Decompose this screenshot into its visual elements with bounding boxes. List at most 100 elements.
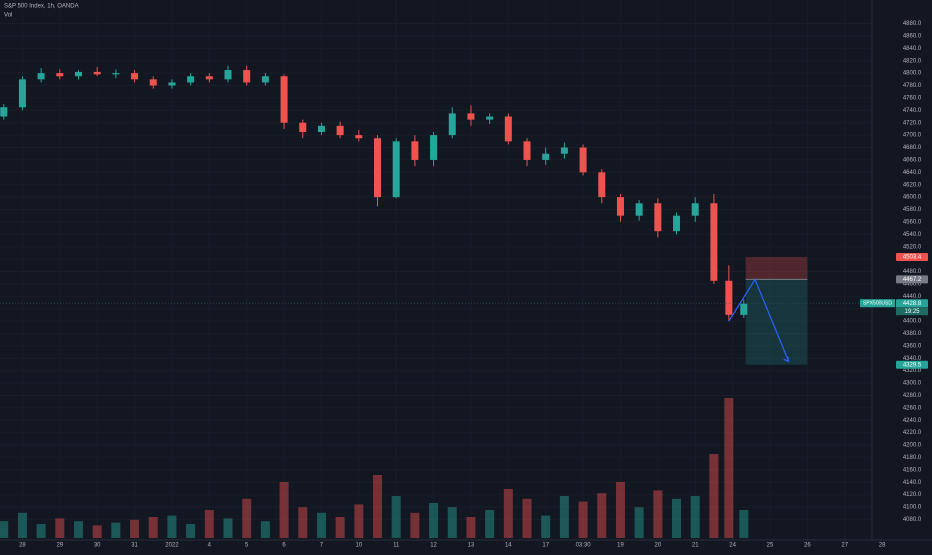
x-tick-label: 21 bbox=[692, 543, 699, 549]
arrow-path bbox=[728, 278, 790, 362]
y-tick-label: 4340.0 bbox=[903, 356, 922, 362]
x-tick-label: 6 bbox=[282, 543, 286, 549]
x-tick-label: 13 bbox=[468, 543, 475, 549]
volume-bar bbox=[111, 522, 121, 538]
axes: 4080.04100.04120.04140.04160.04180.04200… bbox=[19, 21, 928, 549]
candle-body bbox=[205, 76, 213, 80]
candle-layer bbox=[0, 65, 748, 322]
volume-bar bbox=[130, 519, 140, 538]
candle-body bbox=[542, 153, 550, 160]
arrow-head bbox=[783, 356, 790, 363]
y-tick-label: 4860.0 bbox=[903, 34, 922, 40]
volume-bar bbox=[373, 475, 383, 538]
price-axis bbox=[872, 0, 932, 540]
volume-bar bbox=[354, 504, 364, 538]
volume-bar bbox=[36, 524, 46, 538]
candle-body bbox=[93, 71, 101, 75]
volume-legend: Vol bbox=[4, 13, 12, 19]
x-tick-label: 28 bbox=[19, 543, 26, 549]
x-tick-label: 12 bbox=[430, 543, 437, 549]
y-tick-label: 4620.0 bbox=[903, 182, 922, 188]
candle-body bbox=[725, 280, 733, 315]
y-tick-label: 4400.0 bbox=[903, 319, 922, 325]
candle-body bbox=[374, 138, 382, 198]
y-tick-label: 4320.0 bbox=[903, 368, 922, 374]
stop-label-bg bbox=[896, 252, 928, 261]
volume-bar bbox=[522, 498, 532, 538]
y-tick-label: 4080.0 bbox=[903, 517, 922, 523]
y-tick-label: 4560.0 bbox=[903, 219, 922, 225]
candle-body bbox=[280, 76, 288, 123]
y-tick-label: 4140.0 bbox=[903, 480, 922, 486]
volume-layer bbox=[0, 398, 749, 538]
y-tick-label: 4240.0 bbox=[903, 418, 922, 424]
candle-body bbox=[691, 203, 699, 216]
x-tick-label: 31 bbox=[131, 543, 138, 549]
volume-bar bbox=[503, 489, 513, 538]
candle-body bbox=[411, 141, 419, 160]
volume-bar bbox=[724, 398, 734, 538]
countdown-bg bbox=[896, 307, 928, 316]
x-tick-label: 14 bbox=[505, 543, 512, 549]
candle-body bbox=[504, 116, 512, 142]
y-tick-label: 4480.0 bbox=[903, 269, 922, 275]
x-tick-label: 5 bbox=[245, 543, 249, 549]
volume-bar bbox=[92, 525, 102, 538]
candle-body bbox=[149, 79, 157, 86]
y-tick-label: 4100.0 bbox=[903, 505, 922, 511]
candle-body bbox=[598, 172, 606, 198]
drawing-tools bbox=[0, 256, 872, 365]
y-tick-label: 4740.0 bbox=[903, 108, 922, 114]
y-tick-label: 4160.0 bbox=[903, 467, 922, 473]
x-tick-label: 7 bbox=[320, 543, 324, 549]
candle-body bbox=[18, 79, 26, 108]
volume-bar bbox=[709, 454, 719, 538]
candle-body bbox=[0, 107, 8, 117]
volume-bar bbox=[391, 496, 401, 538]
candle-body bbox=[56, 73, 64, 77]
volume-bar bbox=[55, 518, 65, 538]
chart-title: S&P 500 Index, 1h, OANDA bbox=[4, 4, 79, 10]
volume-bar bbox=[167, 515, 177, 538]
y-tick-label: 4520.0 bbox=[903, 244, 922, 250]
symbol-bg bbox=[860, 299, 895, 308]
y-tick-label: 4580.0 bbox=[903, 207, 922, 213]
volume-bar bbox=[148, 517, 158, 538]
x-tick-label: 2022 bbox=[165, 543, 179, 549]
volume-bar bbox=[316, 512, 326, 538]
candle-body bbox=[317, 125, 325, 133]
last-price-label: 4428.8 bbox=[903, 301, 922, 307]
candle-body bbox=[560, 147, 568, 154]
volume-bar bbox=[73, 521, 83, 538]
candle-body bbox=[131, 73, 139, 80]
candle-body bbox=[336, 125, 344, 136]
candle-body bbox=[654, 203, 662, 232]
candle-body bbox=[299, 122, 307, 133]
volume-bar bbox=[485, 510, 495, 538]
x-tick-label: 29 bbox=[56, 543, 63, 549]
candle-body bbox=[224, 70, 232, 80]
volume-bar bbox=[690, 496, 700, 538]
x-tick-label: 17 bbox=[542, 543, 549, 549]
y-tick-label: 4280.0 bbox=[903, 393, 922, 399]
volume-bar bbox=[653, 490, 663, 538]
candle-body bbox=[168, 82, 176, 86]
volume-bar bbox=[186, 524, 196, 538]
candle-body bbox=[74, 71, 82, 77]
volume-bar bbox=[204, 510, 214, 538]
y-tick-label: 4200.0 bbox=[903, 443, 922, 449]
x-tick-label: 24 bbox=[729, 543, 736, 549]
y-tick-label: 4220.0 bbox=[903, 430, 922, 436]
x-tick-label: 26 bbox=[804, 543, 811, 549]
y-tick-label: 4600.0 bbox=[903, 195, 922, 201]
candle-body bbox=[740, 303, 748, 315]
x-tick-label: 30 bbox=[94, 543, 101, 549]
volume-bar bbox=[410, 512, 420, 538]
volume-bar bbox=[298, 507, 308, 538]
y-tick-label: 4120.0 bbox=[903, 492, 922, 498]
candle-body bbox=[448, 113, 456, 136]
y-tick-label: 4540.0 bbox=[903, 232, 922, 238]
candle-body bbox=[579, 147, 587, 173]
